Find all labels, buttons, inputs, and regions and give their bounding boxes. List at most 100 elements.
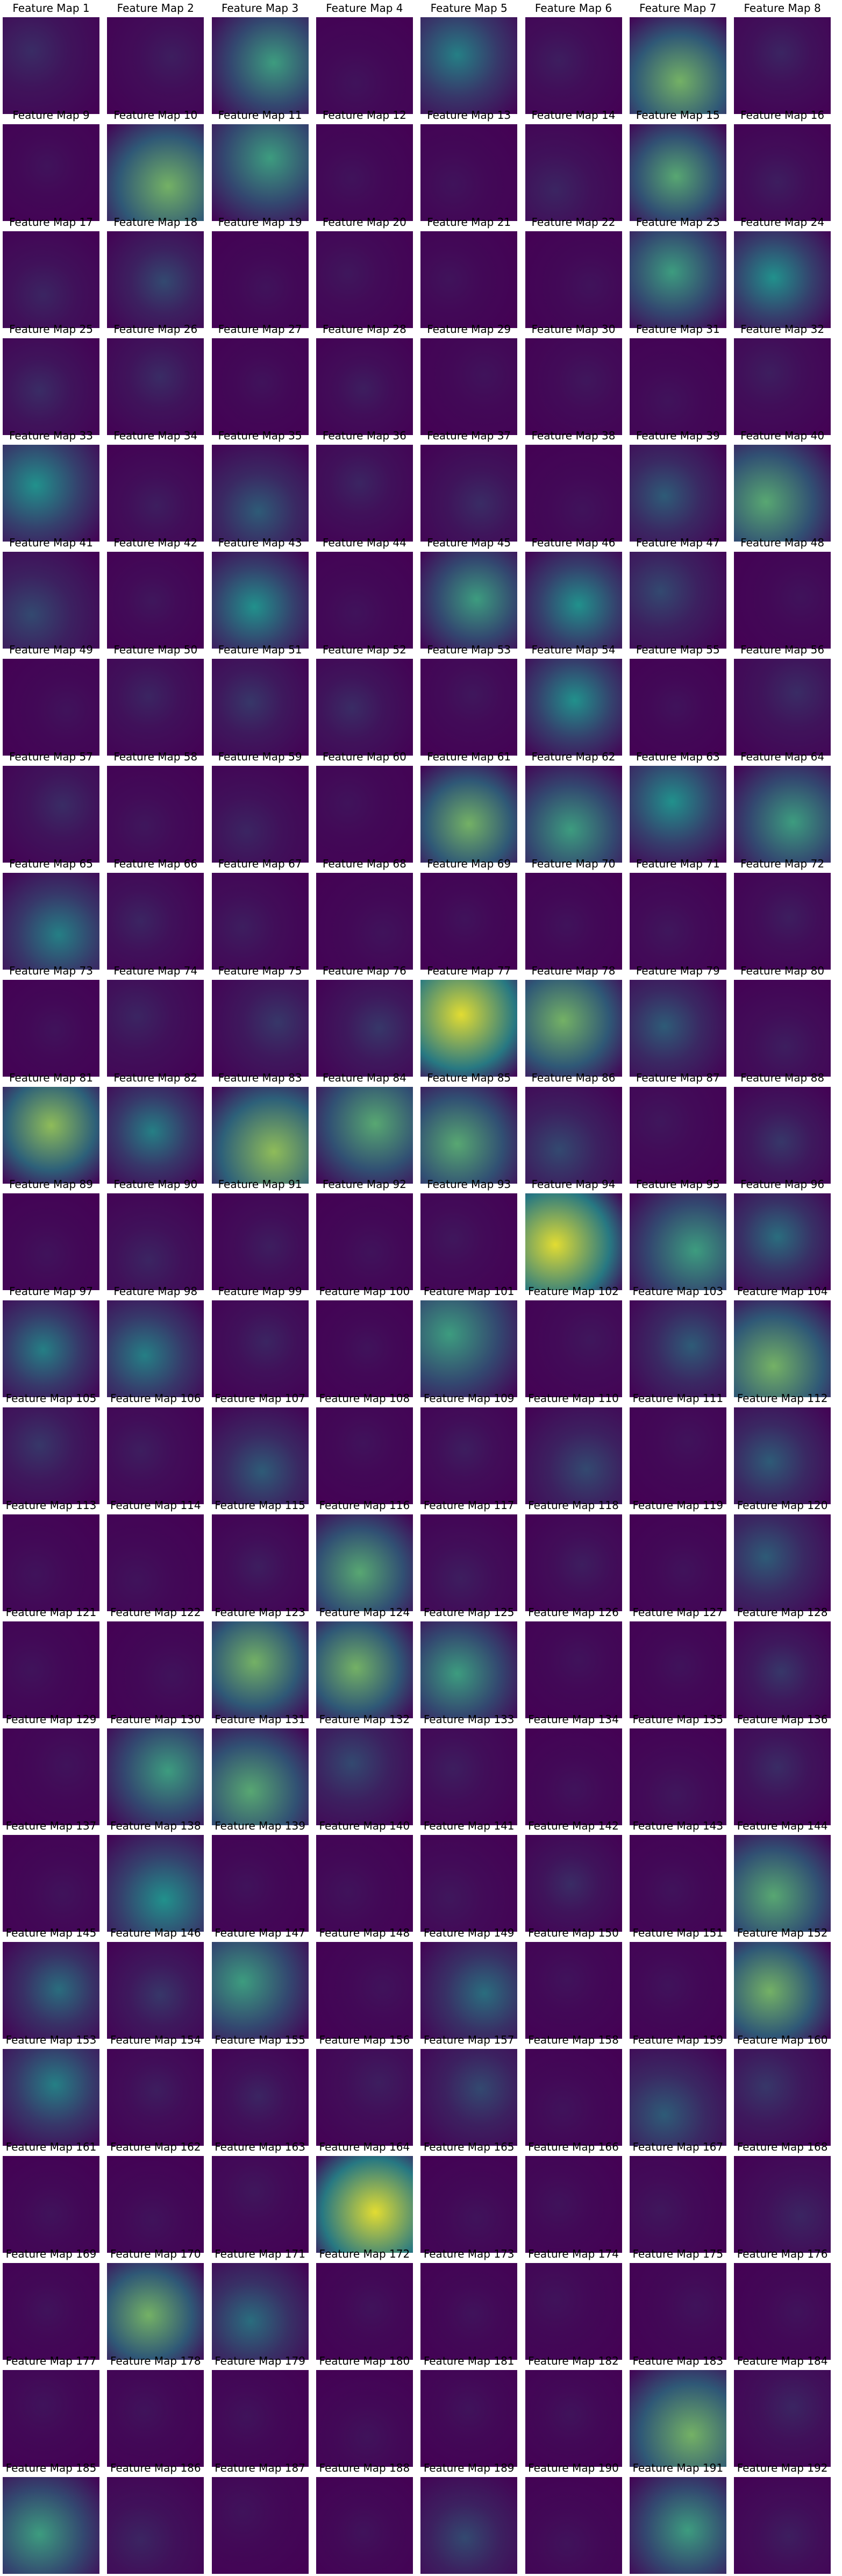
feature-map-title: Feature Map 27 (218, 322, 302, 336)
feature-map-title: Feature Map 180 (319, 2354, 410, 2367)
feature-map-cell: Feature Map 109 (420, 1392, 518, 1505)
feature-map-title: Feature Map 120 (737, 1498, 828, 1512)
feature-map-title: Feature Map 1 (12, 2, 90, 15)
feature-map-cell: Feature Map 84 (316, 1072, 413, 1184)
feature-map-title: Feature Map 159 (632, 2033, 724, 2047)
feature-map-cell: Feature Map 58 (107, 751, 204, 863)
feature-map-title: Feature Map 155 (215, 2033, 305, 2047)
feature-map-image (316, 552, 413, 649)
feature-map-title: Feature Map 163 (215, 2140, 305, 2153)
feature-map-cell: Feature Map 121 (3, 1606, 99, 1718)
feature-map-title: Feature Map 153 (5, 2033, 97, 2047)
feature-map-cell: Feature Map 111 (629, 1392, 726, 1505)
feature-map-image (734, 2049, 831, 2146)
feature-map-title: Feature Map 143 (632, 1819, 724, 1833)
feature-map-title: Feature Map 184 (737, 2354, 828, 2367)
feature-map-title: Feature Map 119 (632, 1498, 724, 1512)
feature-map-cell: Feature Map 83 (211, 1072, 309, 1184)
feature-map-cell: Feature Map 126 (525, 1606, 622, 1718)
feature-map-cell: Feature Map 192 (734, 2462, 831, 2574)
feature-map-title: Feature Map 165 (423, 2140, 515, 2153)
feature-map-image (3, 445, 99, 542)
feature-map-image (316, 2262, 413, 2360)
feature-map-title: Feature Map 114 (110, 1498, 201, 1512)
feature-map-cell: Feature Map 124 (316, 1606, 413, 1718)
feature-map-image (525, 765, 622, 863)
feature-map-title: Feature Map 136 (737, 1712, 828, 1726)
feature-map-cell: Feature Map 149 (420, 1927, 518, 2039)
feature-map-title: Feature Map 124 (319, 1605, 410, 1619)
feature-map-title: Feature Map 191 (632, 2461, 724, 2474)
feature-map-image (211, 2262, 309, 2360)
feature-map-image (629, 979, 726, 1077)
feature-map-image (3, 1193, 99, 1291)
feature-map-image (525, 1086, 622, 1184)
feature-map-title: Feature Map 42 (113, 536, 198, 550)
feature-map-title: Feature Map 22 (531, 215, 616, 229)
feature-map-cell: Feature Map 158 (525, 2034, 622, 2146)
feature-map-title: Feature Map 29 (427, 322, 511, 336)
feature-map-cell: Feature Map 115 (211, 1499, 309, 1611)
feature-map-title: Feature Map 134 (528, 1712, 619, 1726)
feature-map-title: Feature Map 56 (740, 643, 825, 657)
feature-map-image (3, 659, 99, 756)
feature-map-title: Feature Map 64 (740, 750, 825, 763)
feature-map-image (316, 1942, 413, 2039)
feature-map-cell: Feature Map 174 (525, 2248, 622, 2360)
feature-map-cell: Feature Map 27 (211, 322, 309, 435)
feature-map-cell: Feature Map 144 (734, 1820, 831, 1932)
feature-map-title: Feature Map 111 (632, 1392, 724, 1405)
feature-map-cell: Feature Map 85 (420, 1072, 518, 1184)
feature-map-title: Feature Map 17 (9, 215, 93, 229)
feature-map-image (107, 1086, 204, 1184)
feature-map-title: Feature Map 101 (423, 1285, 515, 1298)
feature-map-title: Feature Map 109 (423, 1392, 515, 1405)
feature-map-title: Feature Map 90 (113, 1178, 198, 1191)
feature-map-cell: Feature Map 163 (211, 2140, 309, 2253)
feature-map-title: Feature Map 28 (322, 322, 406, 336)
feature-map-image (525, 231, 622, 328)
feature-map-image (525, 2369, 622, 2467)
feature-map-title: Feature Map 82 (113, 1071, 198, 1084)
feature-map-cell: Feature Map 157 (420, 2034, 518, 2146)
feature-map-image (211, 1193, 309, 1291)
feature-map-title: Feature Map 10 (113, 108, 198, 122)
feature-map-image (316, 445, 413, 542)
feature-map-cell: Feature Map 161 (3, 2141, 99, 2253)
feature-map-title: Feature Map 81 (9, 1071, 93, 1084)
feature-map-cell: Feature Map 65 (3, 858, 99, 970)
feature-map-title: Feature Map 177 (5, 2354, 97, 2367)
feature-map-image (107, 1942, 204, 2039)
feature-map-cell: Feature Map 177 (3, 2355, 99, 2467)
feature-map-cell: Feature Map 16 (734, 109, 831, 221)
feature-map-cell: Feature Map 43 (211, 537, 309, 649)
feature-map-cell: Feature Map 45 (420, 537, 518, 649)
feature-map-image (211, 552, 309, 649)
feature-map-title: Feature Map 44 (322, 536, 406, 550)
feature-map-title: Feature Map 126 (528, 1605, 619, 1619)
feature-map-cell: Feature Map 28 (316, 323, 413, 435)
feature-map-cell: Feature Map 145 (3, 1927, 99, 2039)
feature-map-image (107, 1300, 204, 1398)
feature-map-title: Feature Map 99 (218, 1285, 302, 1298)
feature-map-image (525, 124, 622, 221)
feature-map-image (629, 1407, 726, 1505)
feature-map-title: Feature Map 169 (5, 2247, 97, 2260)
feature-map-title: Feature Map 182 (528, 2354, 619, 2367)
feature-map-title: Feature Map 183 (632, 2354, 724, 2367)
feature-map-image (734, 979, 831, 1077)
feature-map-image (420, 765, 518, 863)
feature-map-image (629, 2049, 726, 2146)
feature-map-image (316, 231, 413, 328)
feature-map-title: Feature Map 11 (218, 108, 302, 122)
feature-map-title: Feature Map 132 (319, 1712, 410, 1726)
feature-map-cell: Feature Map 95 (629, 1178, 726, 1291)
feature-map-image (734, 124, 831, 221)
feature-map-image (316, 2049, 413, 2146)
feature-map-cell: Feature Map 170 (107, 2248, 204, 2360)
feature-map-title: Feature Map 104 (737, 1285, 828, 1298)
feature-map-title: Feature Map 79 (636, 964, 720, 977)
feature-map-title: Feature Map 25 (9, 322, 93, 336)
feature-map-cell: Feature Map 172 (316, 2248, 413, 2360)
feature-map-title: Feature Map 51 (218, 643, 302, 657)
